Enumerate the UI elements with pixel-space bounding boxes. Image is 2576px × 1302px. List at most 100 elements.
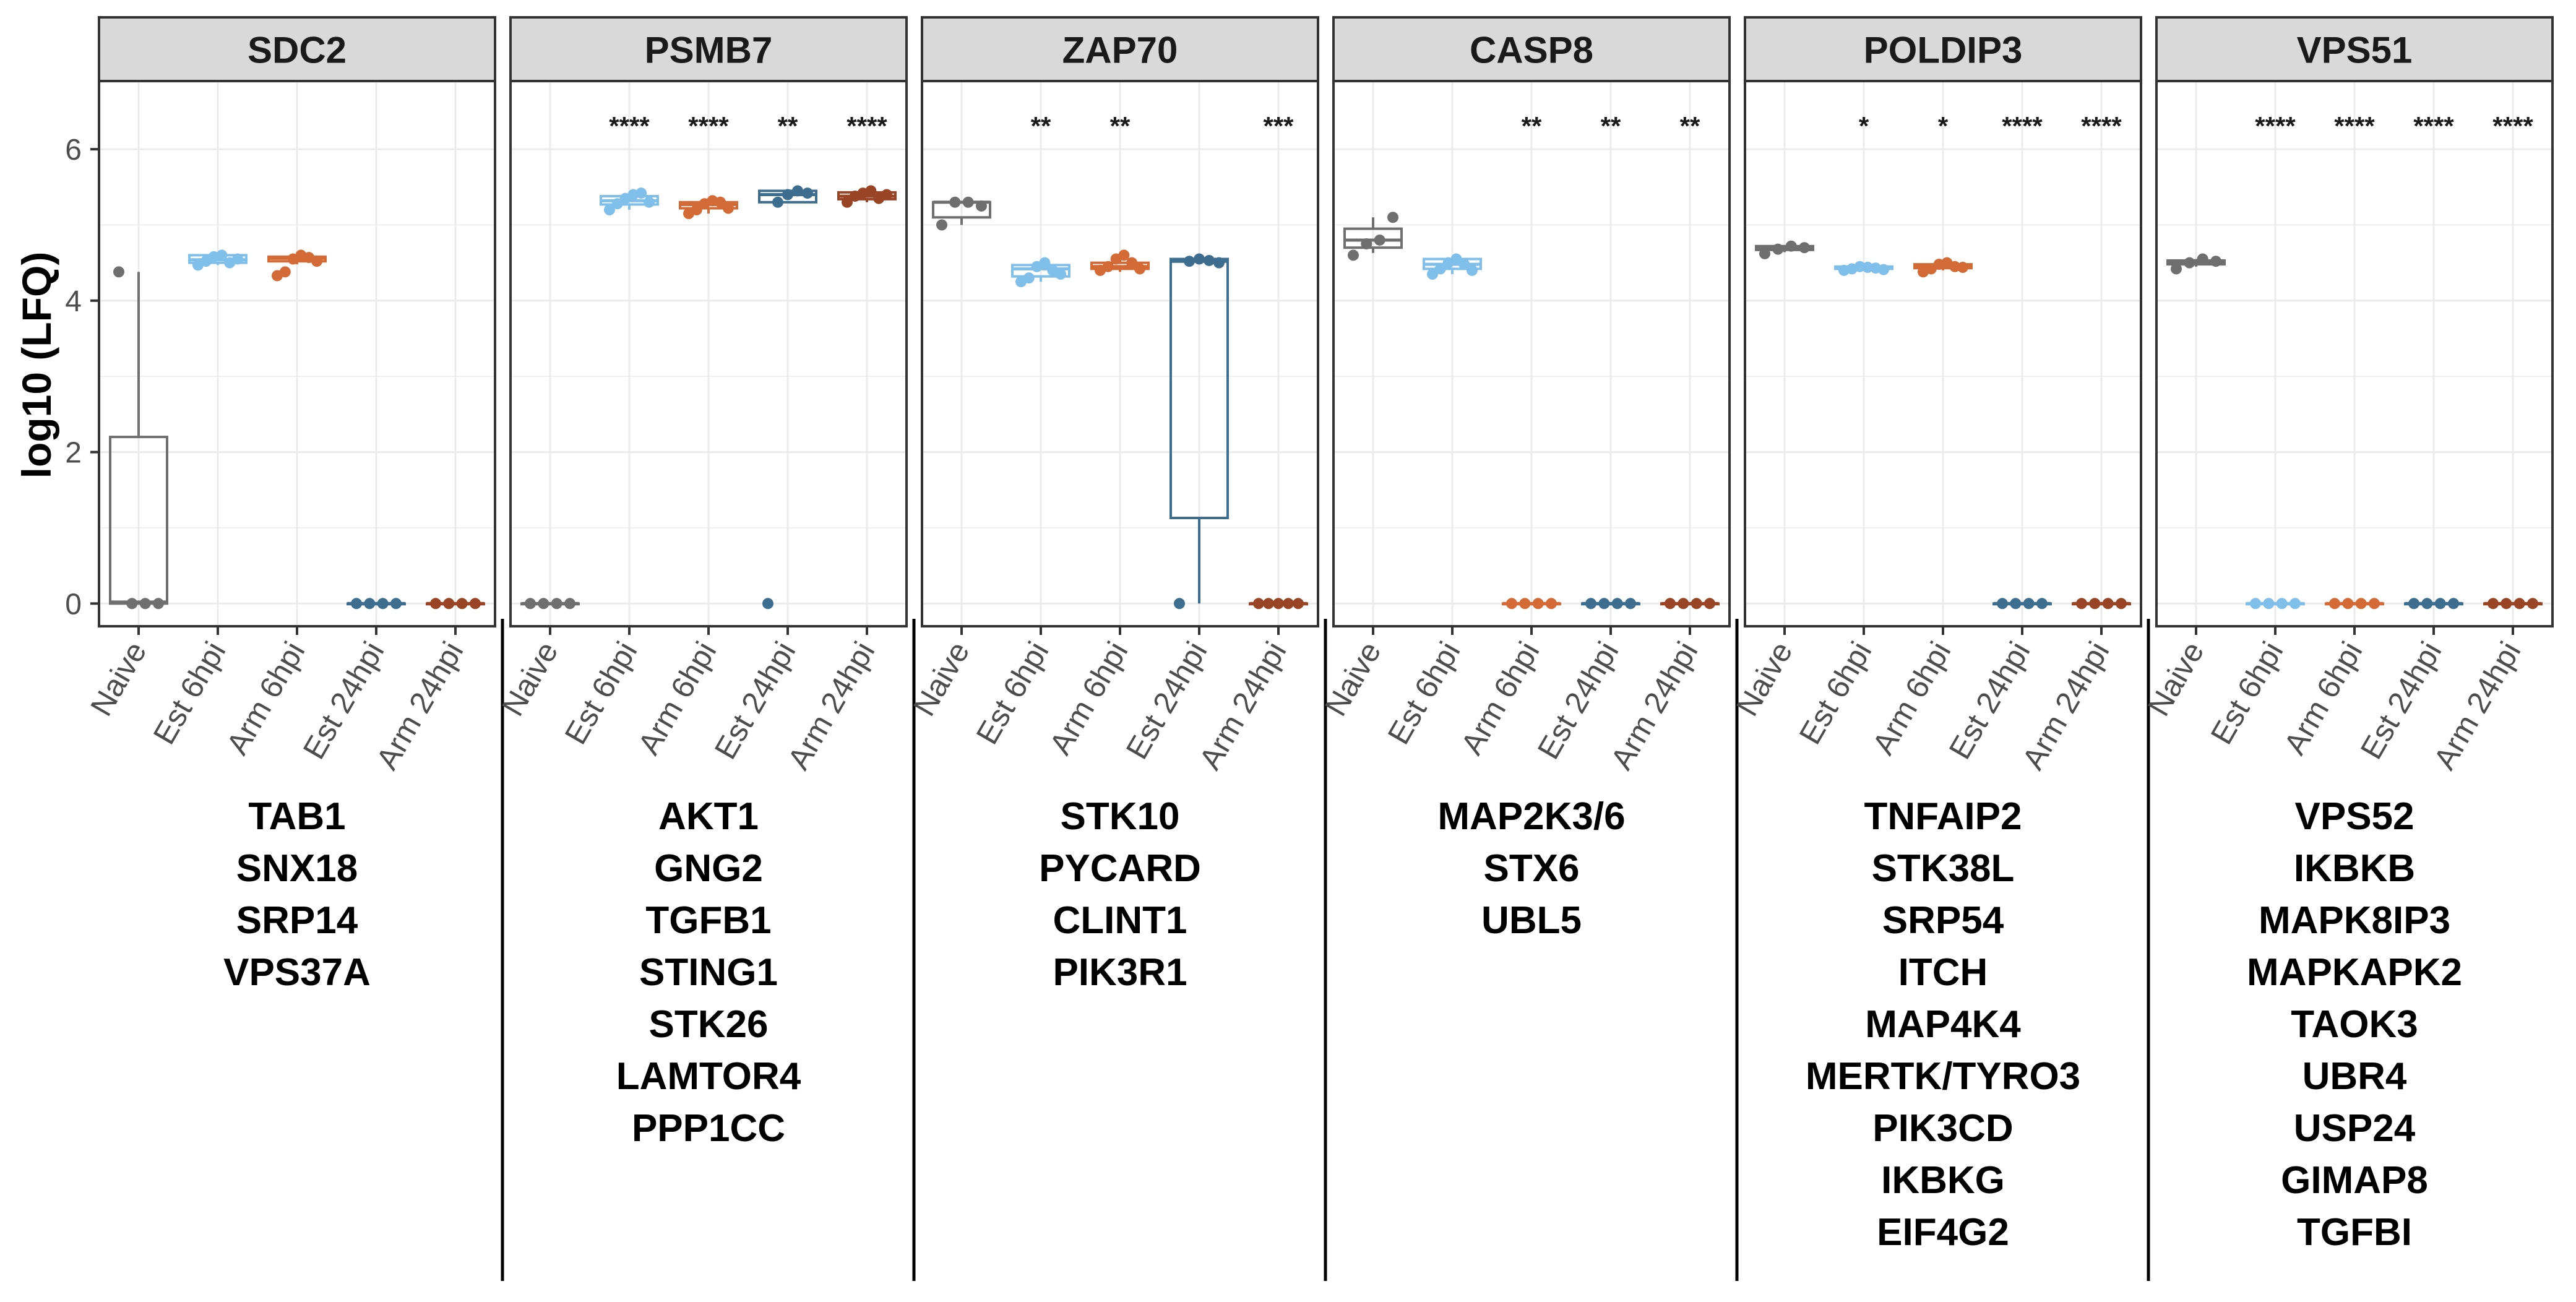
- y-tick-label: 2: [65, 437, 82, 470]
- significance-label: ****: [2334, 111, 2375, 140]
- data-point: [2329, 598, 2340, 610]
- data-point: [1467, 264, 1478, 276]
- data-point: [2290, 598, 2301, 610]
- significance-label: ****: [2081, 111, 2122, 140]
- data-point: [1997, 598, 2008, 610]
- data-point: [1102, 261, 1114, 272]
- data-point: [691, 204, 702, 216]
- data-point: [351, 598, 362, 610]
- x-tick-label: Arm 6hpi: [1866, 636, 1958, 761]
- data-point: [139, 598, 151, 610]
- panel-strip: [921, 16, 1319, 82]
- gene-list-item: PIK3R1: [1053, 951, 1187, 994]
- data-point: [2342, 598, 2354, 610]
- significance-label: ****: [846, 111, 887, 140]
- data-point: [1293, 598, 1304, 610]
- data-point: [2210, 256, 2221, 267]
- data-point: [1194, 253, 1205, 265]
- gene-list-item: STK10: [1061, 795, 1180, 838]
- data-point: [2089, 598, 2101, 610]
- data-point: [2421, 598, 2433, 610]
- x-tick-label: Naive: [1730, 636, 1799, 722]
- panel-title: PSMB7: [645, 30, 773, 71]
- data-point: [1204, 254, 1215, 266]
- data-point: [232, 253, 243, 265]
- data-point: [1546, 598, 1557, 610]
- gene-list-item: TAOK3: [2291, 1003, 2418, 1046]
- box: [1343, 227, 1403, 249]
- data-point: [2527, 598, 2538, 610]
- gene-list-item: AKT1: [658, 795, 759, 838]
- data-point: [715, 196, 726, 208]
- gene-list-item: MAP2K3/6: [1437, 795, 1625, 838]
- data-point: [1957, 262, 1968, 274]
- data-point: [611, 198, 623, 210]
- panel-title: ZAP70: [1062, 30, 1178, 71]
- significance-label: ****: [688, 111, 729, 140]
- x-tick-label: Arm 6hpi: [1043, 636, 1135, 761]
- panel-strip: [2155, 16, 2554, 82]
- gene-list-item: VPS52: [2294, 795, 2414, 838]
- significance-label: **: [1601, 111, 1621, 140]
- data-point: [2514, 598, 2525, 610]
- significance-label: ****: [609, 111, 650, 140]
- data-point: [1213, 257, 1225, 269]
- gene-list-item: GIMAP8: [2281, 1159, 2428, 1202]
- data-point: [1450, 253, 1462, 265]
- gene-list-item: TAB1: [248, 795, 345, 838]
- panel-strip: [509, 16, 908, 82]
- data-point: [2116, 598, 2127, 610]
- x-tick-label: Est 6hpi: [1381, 636, 1467, 750]
- data-point: [525, 598, 536, 610]
- data-point: [936, 219, 947, 231]
- data-point: [153, 598, 164, 610]
- data-point: [2102, 598, 2114, 610]
- significance-label: *: [1938, 111, 1949, 140]
- significance-label: **: [778, 111, 798, 140]
- gene-list-item: EIF4G2: [1877, 1211, 2009, 1254]
- data-point: [1348, 249, 1359, 261]
- gene-list-item: VPS37A: [223, 951, 371, 994]
- gene-list-item: GNG2: [654, 847, 763, 890]
- data-point: [564, 598, 575, 610]
- data-point: [113, 266, 124, 278]
- gene-list-item: USP24: [2294, 1107, 2416, 1150]
- panel-title: SDC2: [248, 30, 347, 71]
- data-point: [1665, 598, 1676, 610]
- data-point: [1625, 598, 1636, 610]
- data-point: [962, 196, 974, 208]
- significance-label: ***: [1263, 111, 1294, 140]
- data-point: [723, 202, 734, 214]
- gene-list-item: PPP1CC: [632, 1107, 785, 1150]
- x-tick-label: Naive: [495, 636, 564, 722]
- x-tick-label: Est 6hpi: [970, 636, 1056, 750]
- x-tick-label: Arm 6hpi: [631, 636, 723, 761]
- gene-list-item: TNFAIP2: [1864, 795, 2022, 838]
- x-tick-label: Naive: [84, 636, 153, 722]
- data-point: [1585, 598, 1596, 610]
- data-point: [1134, 263, 1145, 275]
- y-tick-label: 4: [65, 285, 82, 318]
- data-point: [792, 185, 803, 197]
- x-tick-label: Naive: [1318, 636, 1387, 722]
- x-tick-label: Naive: [2141, 636, 2210, 722]
- data-point: [2184, 257, 2195, 269]
- data-point: [443, 598, 455, 610]
- panel-strip: [98, 16, 496, 82]
- data-point: [1704, 598, 1715, 610]
- data-point: [538, 598, 549, 610]
- data-point: [1598, 598, 1610, 610]
- data-point: [1387, 212, 1398, 223]
- gene-list-item: STING1: [639, 951, 778, 994]
- data-point: [2408, 598, 2419, 610]
- x-tick-label: Est 6hpi: [1793, 636, 1879, 750]
- significance-label: **: [1110, 111, 1131, 140]
- data-point: [1263, 598, 1274, 610]
- data-point: [551, 598, 562, 610]
- significance-label: ****: [2002, 111, 2043, 140]
- x-tick-label: Est 6hpi: [2204, 636, 2290, 750]
- y-tick-label: 6: [65, 134, 82, 166]
